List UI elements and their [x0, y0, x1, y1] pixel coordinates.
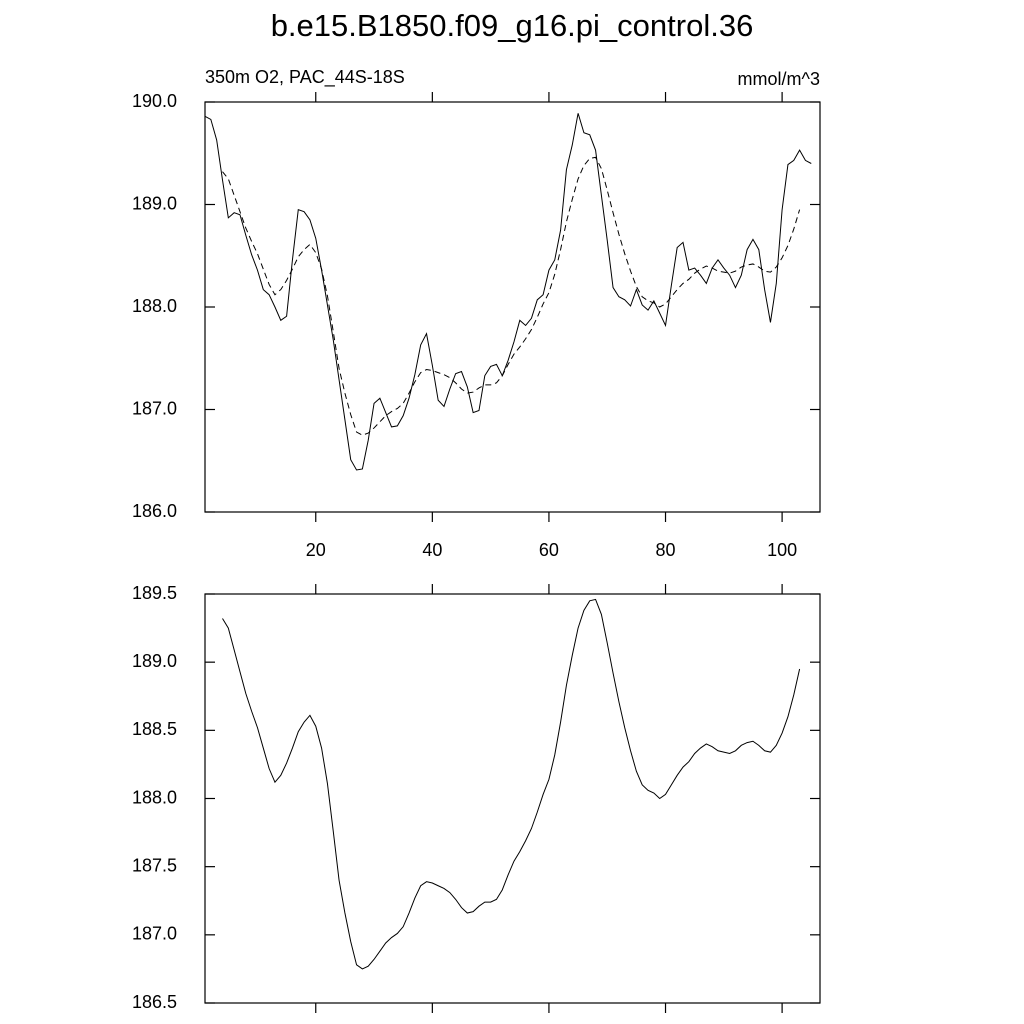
y-tick-label: 187.0	[132, 924, 177, 944]
x-tick-label: 40	[422, 540, 442, 560]
data-line	[204, 113, 812, 471]
y-tick-label: 189.0	[132, 193, 177, 213]
y-tick-label: 189.0	[132, 651, 177, 671]
subtitle-left: 350m O2, PAC_44S-18S	[205, 67, 405, 88]
data-line	[222, 598, 801, 970]
x-tick-label: 80	[656, 540, 676, 560]
y-tick-label: 187.5	[132, 855, 177, 875]
y-tick-label: 190.0	[132, 91, 177, 111]
chart-title: b.e15.B1850.f09_g16.pi_control.36	[271, 8, 754, 43]
y-tick-label: 188.0	[132, 296, 177, 316]
plot-frame	[204, 593, 821, 1004]
x-tick-label: 60	[539, 540, 559, 560]
y-tick-label: 186.5	[132, 992, 177, 1012]
y-tick-label: 188.0	[132, 787, 177, 807]
x-tick-label: 20	[306, 540, 326, 560]
y-tick-label: 188.5	[132, 719, 177, 739]
y-tick-label: 186.0	[132, 501, 177, 521]
data-line	[222, 156, 801, 436]
x-tick-label: 100	[767, 540, 797, 560]
units-label: mmol/m^3	[738, 69, 820, 89]
plot-frame	[204, 101, 821, 513]
y-tick-label: 187.0	[132, 398, 177, 418]
y-tick-label: 189.5	[132, 583, 177, 603]
